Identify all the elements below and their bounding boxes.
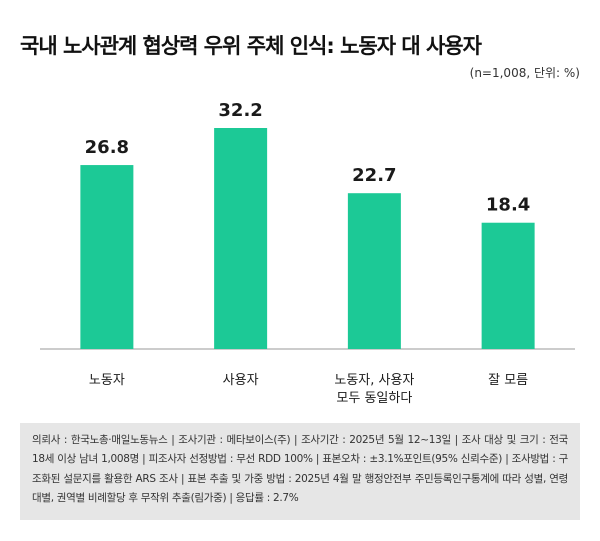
bar-value-label-1: 32.2 [218, 100, 262, 121]
category-label-3: 잘 모름 [488, 373, 528, 388]
bar-value-label-2: 22.7 [352, 165, 396, 186]
category-label-0: 노동자 [89, 373, 125, 388]
category-label-1: 사용자 [223, 373, 259, 388]
category-label-2-line-0: 노동자, 사용자 [334, 373, 414, 388]
survey-footnote: 의뢰사 : 한국노총·매일노동뉴스 | 조사기관 : 메타보이스(주) | 조사… [20, 423, 580, 520]
bar-value-label-0: 26.8 [85, 137, 129, 158]
bar-2 [347, 193, 401, 349]
bar-3 [481, 222, 535, 349]
bar-value-label-3: 18.4 [486, 195, 530, 216]
sample-size-unit-note: (n=1,008, 단위: %) [469, 66, 580, 80]
bar-1 [214, 128, 268, 349]
bar-0 [80, 165, 134, 349]
category-label-2-line-1: 모두 동일하다 [336, 391, 412, 406]
chart-title: 국내 노사관계 협상력 우위 주체 인식: 노동자 대 사용자 [20, 34, 482, 58]
